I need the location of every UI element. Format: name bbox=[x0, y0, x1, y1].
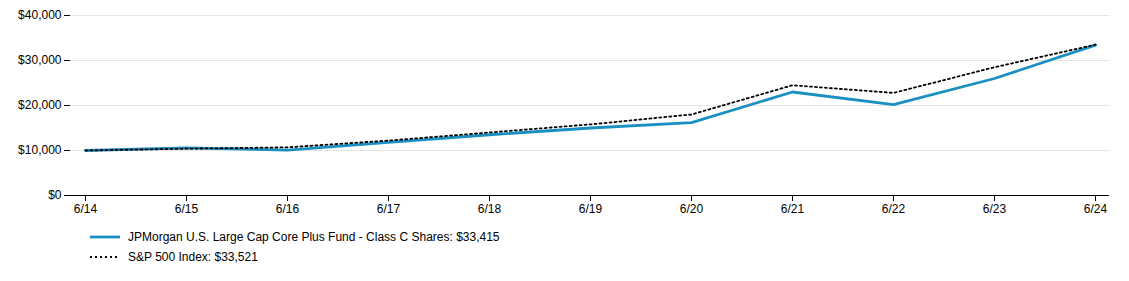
svg-text:$20,000: $20,000 bbox=[18, 98, 62, 112]
svg-text:6/21: 6/21 bbox=[781, 202, 805, 216]
svg-text:6/20: 6/20 bbox=[680, 202, 704, 216]
svg-text:$10,000: $10,000 bbox=[18, 143, 62, 157]
svg-text:6/19: 6/19 bbox=[579, 202, 603, 216]
svg-text:$30,000: $30,000 bbox=[18, 53, 62, 67]
svg-text:6/17: 6/17 bbox=[377, 202, 401, 216]
svg-text:6/23: 6/23 bbox=[983, 202, 1007, 216]
svg-text:$0: $0 bbox=[48, 188, 62, 202]
svg-text:$40,000: $40,000 bbox=[18, 8, 62, 22]
svg-text:6/22: 6/22 bbox=[882, 202, 906, 216]
svg-text:6/15: 6/15 bbox=[175, 202, 199, 216]
svg-text:6/16: 6/16 bbox=[276, 202, 300, 216]
svg-text:6/24: 6/24 bbox=[1084, 202, 1108, 216]
html-text:JPMorgan U.S. Large Cap Core P: JPMorgan U.S. Large Cap Core Plus Fund -… bbox=[128, 230, 500, 244]
html-text:S&P 500 Index: $33,521: S&P 500 Index: $33,521 bbox=[128, 250, 258, 264]
svg-text:6/18: 6/18 bbox=[478, 202, 502, 216]
svg-text:6/14: 6/14 bbox=[74, 202, 98, 216]
